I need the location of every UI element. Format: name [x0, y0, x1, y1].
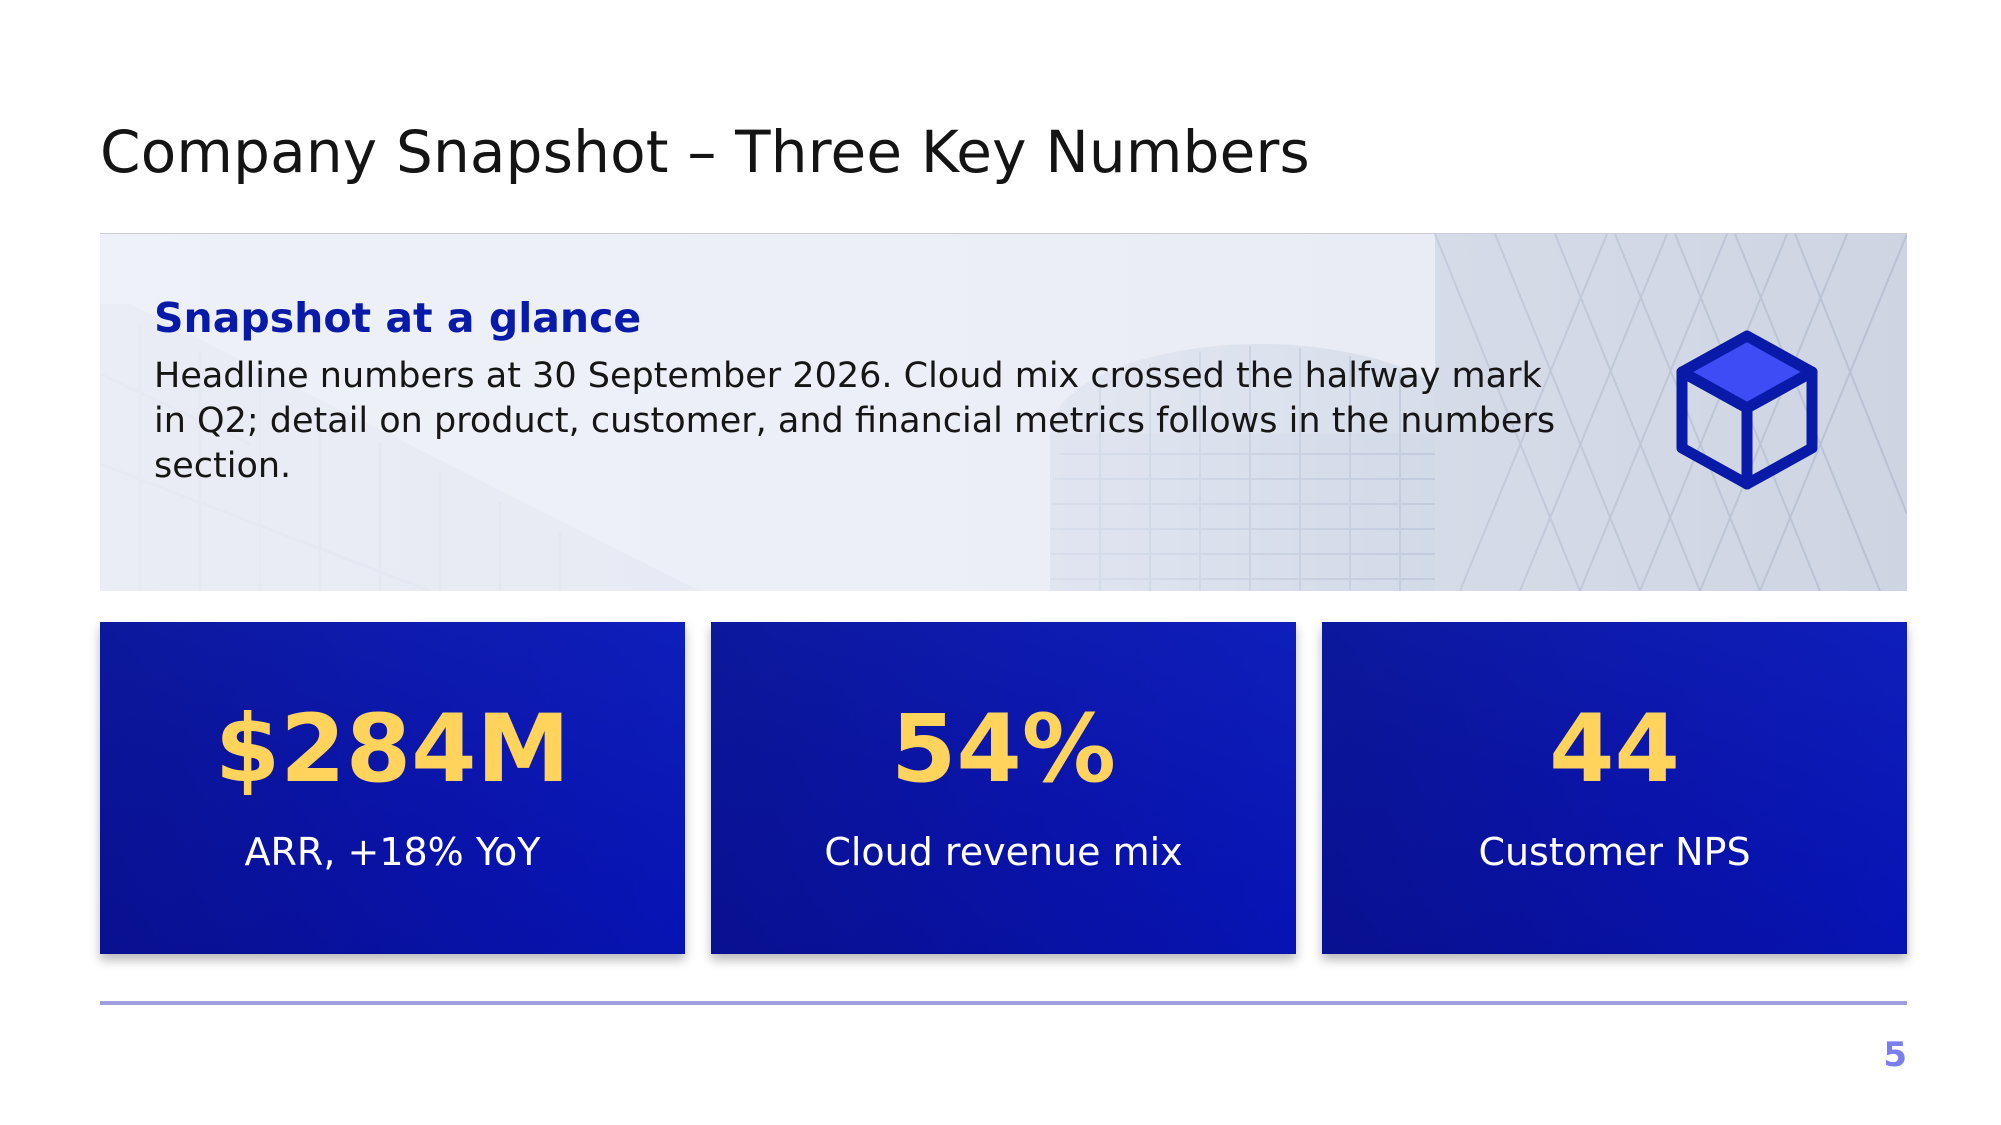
metric-value: 54%: [891, 695, 1116, 804]
metric-value: $284M: [214, 695, 571, 804]
key-metrics: $284M ARR, +18% YoY 54% Cloud revenue mi…: [100, 622, 1907, 954]
metric-label: ARR, +18% YoY: [244, 830, 541, 874]
metric-card-cloud-mix: 54% Cloud revenue mix: [711, 622, 1296, 954]
banner-overlay: [100, 234, 1907, 591]
slide-title: Company Snapshot – Three Key Numbers: [100, 118, 1310, 186]
cube-icon: [1676, 330, 1818, 490]
metric-card-arr: $284M ARR, +18% YoY: [100, 622, 685, 954]
banner-heading: Snapshot at a glance: [154, 294, 642, 342]
metric-value: 44: [1549, 695, 1680, 804]
footer-divider: [100, 1001, 1907, 1005]
snapshot-banner: Snapshot at a glance Headline numbers at…: [100, 233, 1907, 591]
banner-body-text: Headline numbers at 30 September 2026. C…: [154, 356, 1556, 486]
page-number: 5: [1883, 1035, 1907, 1075]
metric-label: Cloud revenue mix: [824, 830, 1183, 874]
metric-card-nps: 44 Customer NPS: [1322, 622, 1907, 954]
metric-label: Customer NPS: [1478, 830, 1751, 874]
